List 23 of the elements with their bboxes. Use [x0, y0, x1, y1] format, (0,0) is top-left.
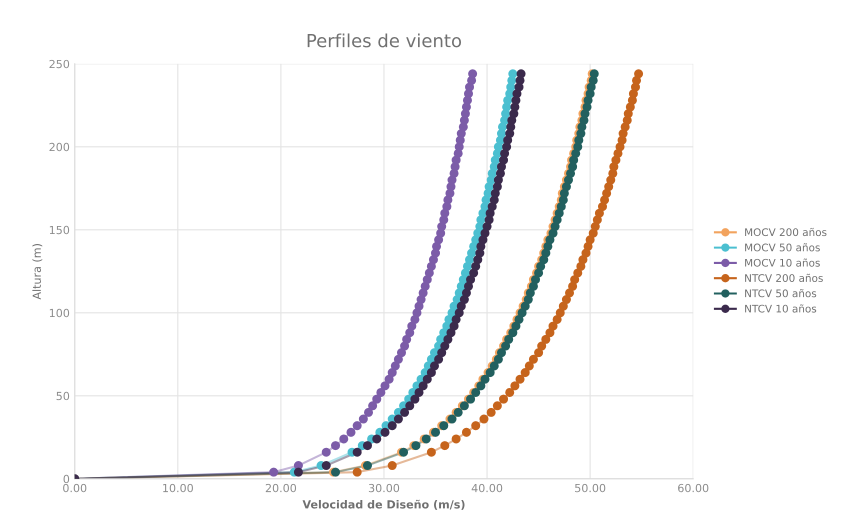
legend-label: MOCV 10 años [745, 258, 820, 267]
chart-title: Perfiles de viento [308, 33, 462, 48]
x-tick-label: 50.00 [575, 484, 606, 492]
x-tick-label: 10.00 [163, 484, 193, 492]
x-tick-label: 30.00 [368, 484, 400, 492]
legend-label: NTCV 50 años [745, 289, 816, 298]
legend-label: NTCV 10 años [745, 304, 816, 313]
legend-label: NTCV 200 años [745, 274, 823, 282]
y-tick-label: 50 [56, 392, 70, 400]
x-tick-label: 0.00 [63, 484, 86, 492]
x-axis-title: Velocidad de Diseño (m/s) [302, 500, 465, 510]
x-tick-label: 40.00 [472, 484, 502, 492]
x-tick-label: 60.00 [678, 484, 708, 492]
y-tick-label: 100 [50, 308, 70, 318]
y-axis-title: Altura (m) [32, 244, 42, 300]
legend-label: MOCV 200 años [745, 228, 826, 236]
legend-label: MOCV 50 años [745, 243, 820, 252]
y-tick-label: 150 [50, 226, 70, 234]
point [508, 69, 518, 78]
y-tick-label: 0 [64, 474, 70, 484]
y-tick-label: 200 [49, 142, 70, 152]
x-tick-label: 20.00 [266, 484, 296, 492]
y-tick-label: 250 [49, 60, 70, 68]
